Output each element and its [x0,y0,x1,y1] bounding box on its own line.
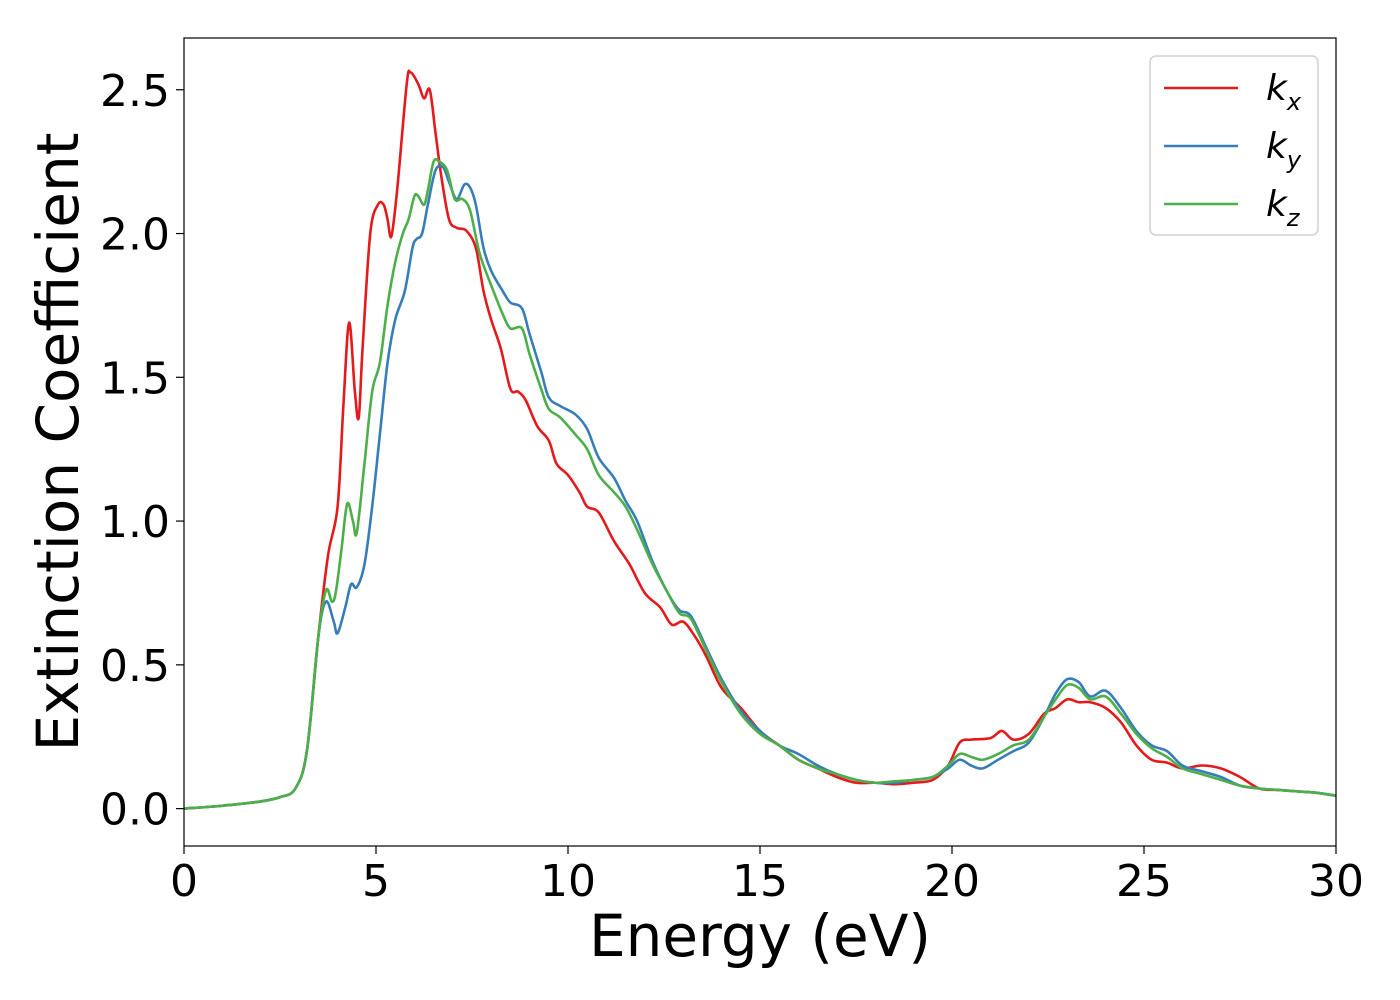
y-tick-label: 2.0 [100,210,170,261]
x-tick-label: 0 [170,856,198,907]
series-line-kx [184,69,1336,810]
legend-label-kz: kz [1266,184,1301,232]
x-tick-label: 25 [1116,856,1172,907]
x-tick-label: 30 [1308,856,1364,907]
y-tick-label: 0.5 [100,641,170,692]
y-tick-label: 1.0 [100,497,170,548]
legend-label-main: k [1266,126,1289,167]
series-line-ky [184,164,1336,810]
y-tick-label: 1.5 [100,353,170,404]
series-line-kz [184,157,1336,810]
legend-label-ky: ky [1266,126,1302,174]
y-axis-title: Extinction Coefficient [24,133,92,752]
legend-label-main: k [1266,184,1289,225]
x-tick-label: 5 [362,856,390,907]
legend-label-kx: kx [1266,68,1302,116]
y-axis-ticks: 0.0 0.5 1.0 1.5 2.0 2.5 [100,66,184,836]
x-tick-label: 10 [540,856,596,907]
x-tick-label: 20 [924,856,980,907]
x-tick-label: 15 [732,856,788,907]
y-tick-label: 0.0 [100,785,170,836]
legend-label-subscript: x [1286,88,1302,116]
legend-label-subscript: z [1286,204,1301,232]
series-layer [184,69,1336,810]
x-axis-ticks: 0 5 10 15 20 25 30 [170,846,1364,907]
legend-label-main: k [1266,68,1289,109]
y-tick-label: 2.5 [100,66,170,117]
x-axis-title: Energy (eV) [589,902,931,970]
legend-label-subscript: y [1286,146,1302,174]
